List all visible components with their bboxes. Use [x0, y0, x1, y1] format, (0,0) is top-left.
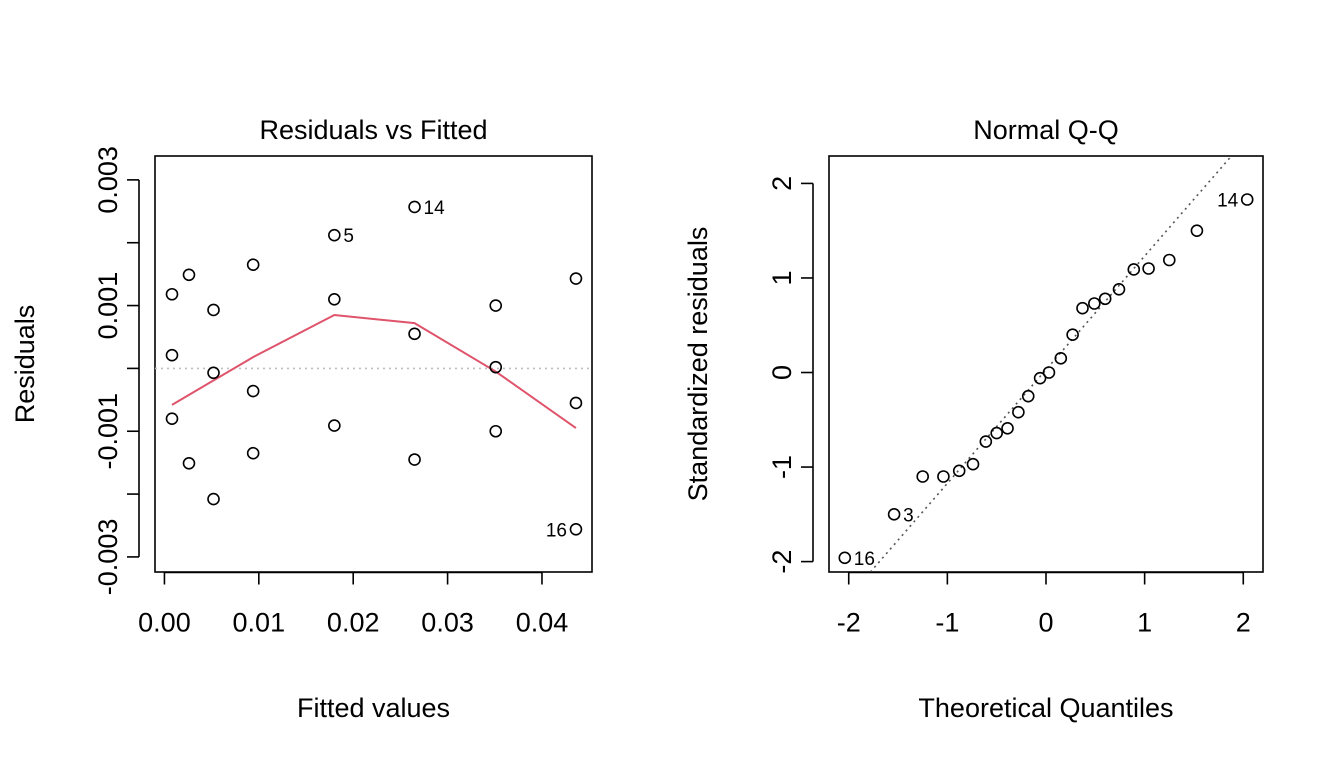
points-group: 16 3 14 [838, 190, 1254, 570]
point-label: 14 [1217, 190, 1239, 211]
data-point [952, 464, 966, 478]
data-point [569, 396, 583, 410]
data-point [165, 287, 179, 301]
y-axis: -2 -1 0 1 2 [767, 176, 814, 574]
data-point [1001, 421, 1014, 435]
qq-reference-line [869, 155, 1233, 573]
data-point [1033, 371, 1047, 385]
panel-title: Residuals vs Fitted [259, 115, 487, 145]
data-point [328, 419, 341, 432]
point-label: 5 [343, 226, 354, 247]
y-axis-label: Residuals [10, 305, 40, 424]
data-point [1012, 405, 1025, 419]
data-point [246, 446, 260, 460]
data-point [165, 412, 179, 425]
x-tick-label: 2 [1236, 608, 1251, 638]
x-tick-label: 0.02 [327, 608, 380, 638]
y-tick-label: -1 [767, 455, 797, 479]
data-point [569, 272, 583, 285]
x-tick-label: 0.04 [516, 608, 569, 638]
y-tick-label: -0.001 [93, 393, 123, 470]
point-label: 16 [854, 549, 875, 570]
y-tick-label: 1 [767, 270, 797, 285]
data-point [979, 435, 993, 448]
x-axis-label: Theoretical Quantiles [918, 693, 1173, 723]
residuals-vs-fitted-panel: Residuals vs Fitted Fitted values Residu… [10, 115, 593, 723]
data-point [1127, 263, 1141, 276]
x-tick-label: 0 [1038, 608, 1053, 638]
panel-title: Normal Q-Q [973, 115, 1119, 145]
data-point [207, 492, 220, 506]
data-point [1190, 224, 1204, 237]
data-point [182, 268, 196, 282]
data-point [937, 470, 950, 483]
data-point [1142, 262, 1155, 275]
y-tick-label: 0.003 [93, 146, 123, 214]
data-point [489, 299, 503, 312]
data-point [1162, 253, 1176, 267]
x-tick-label: 1 [1137, 608, 1152, 638]
normal-qq-panel: Normal Q-Q Theoretical Quantiles Standar… [683, 115, 1264, 723]
x-tick-label: -1 [935, 608, 959, 638]
point-label: 16 [546, 520, 567, 541]
data-point [182, 456, 196, 470]
smooth-fit-line [171, 313, 577, 429]
data-point [1240, 193, 1254, 206]
x-tick-label: 0.03 [421, 608, 474, 638]
data-point [408, 200, 421, 214]
data-point [246, 384, 260, 398]
data-point [569, 522, 583, 536]
data-point [408, 453, 421, 466]
data-point [1112, 283, 1126, 296]
data-point [1021, 389, 1035, 403]
y-tick-label: 0 [767, 365, 797, 380]
data-point [408, 327, 421, 341]
points-group: 5 14 16 [165, 198, 583, 541]
data-point [887, 508, 901, 521]
y-tick-label: 0.001 [93, 272, 123, 340]
y-tick-label: -0.003 [93, 519, 123, 596]
x-tick-label: -2 [837, 608, 861, 638]
data-point [990, 426, 1003, 440]
x-axis-label: Fitted values [297, 693, 450, 723]
data-point [489, 360, 503, 374]
data-point [165, 348, 179, 362]
y-axis: -0.003 -0.001 0.001 0.003 [93, 146, 140, 596]
data-point [1098, 292, 1112, 306]
data-point [1076, 301, 1089, 315]
plot-frame [154, 155, 593, 573]
data-point [207, 366, 220, 380]
data-point [838, 551, 852, 565]
x-axis: 0.00 0.01 0.02 0.03 0.04 [138, 571, 569, 638]
smooth-line-group [171, 313, 577, 429]
y-tick-label: 2 [767, 176, 797, 191]
data-point [207, 303, 220, 317]
point-label: 3 [903, 505, 914, 526]
point-label: 14 [424, 198, 446, 219]
data-point [1088, 297, 1101, 310]
x-tick-label: 0.00 [138, 608, 191, 638]
x-axis: -2 -1 0 1 2 [837, 571, 1251, 638]
y-tick-label: -2 [767, 550, 797, 574]
data-point [328, 228, 341, 242]
data-point [916, 470, 930, 483]
data-point [328, 292, 341, 306]
data-point [1054, 352, 1068, 365]
data-point [489, 424, 503, 438]
data-point [966, 457, 980, 471]
data-point [1042, 366, 1056, 379]
data-point [1066, 328, 1079, 341]
reference-line-group [869, 155, 1233, 573]
data-point [246, 258, 260, 272]
x-tick-label: 0.01 [233, 608, 286, 638]
y-axis-label: Standardized residuals [683, 227, 713, 502]
